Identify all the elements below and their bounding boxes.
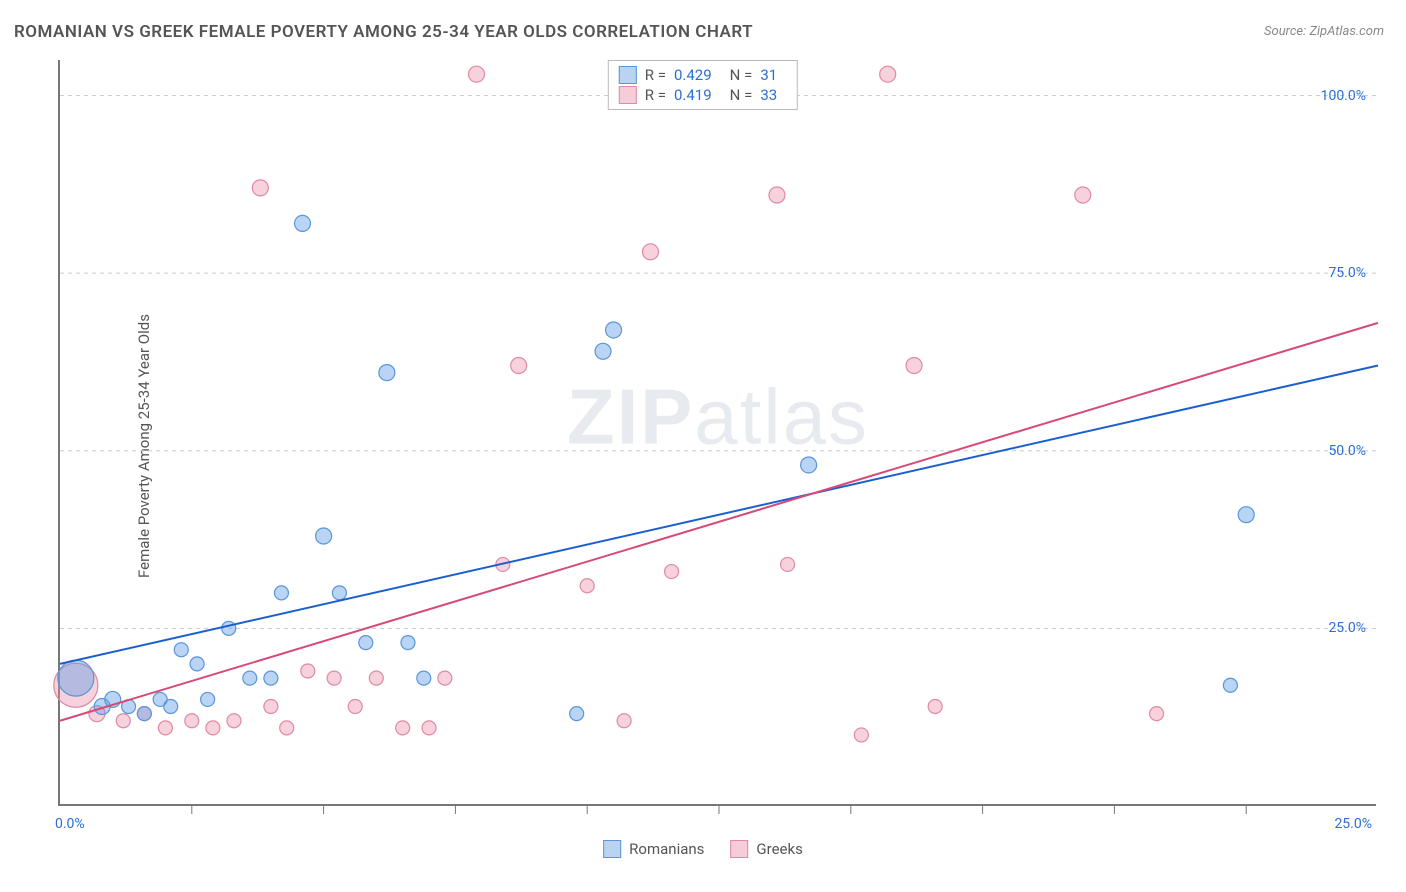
data-point	[332, 586, 346, 600]
data-point	[595, 343, 611, 359]
r-label: R =	[645, 86, 666, 104]
data-point	[781, 557, 795, 571]
plot-area: ZIPatlas	[58, 60, 1376, 806]
data-point	[116, 714, 130, 728]
data-point	[928, 700, 942, 714]
data-point	[769, 187, 785, 203]
r-label: R =	[645, 66, 666, 84]
r-value-romanians: 0.429	[674, 66, 712, 84]
n-label: N =	[730, 86, 753, 104]
data-point	[801, 457, 817, 473]
data-point	[906, 358, 922, 374]
data-point	[417, 671, 431, 685]
source-attribution: Source: ZipAtlas.com	[1264, 24, 1384, 39]
data-point	[511, 358, 527, 374]
data-point	[301, 664, 315, 678]
data-point	[854, 728, 868, 742]
data-point	[422, 721, 436, 735]
y-tick-label: 75.0%	[1328, 265, 1366, 281]
y-tick-label: 100.0%	[1321, 88, 1366, 104]
data-point	[137, 707, 151, 721]
data-point	[174, 643, 188, 657]
data-point	[280, 721, 294, 735]
data-point	[1223, 678, 1237, 692]
data-point	[252, 180, 268, 196]
source-label: Source:	[1264, 24, 1306, 39]
data-point	[1150, 707, 1164, 721]
data-point	[158, 721, 172, 735]
n-value-greeks: 33	[760, 86, 777, 104]
data-point	[274, 586, 288, 600]
data-point	[295, 215, 311, 231]
data-point	[401, 636, 415, 650]
data-point	[164, 700, 178, 714]
r-value-greeks: 0.419	[674, 86, 712, 104]
bottom-legend: Romanians Greeks	[603, 840, 803, 858]
data-point	[222, 621, 236, 635]
swatch-romanians	[619, 66, 637, 84]
data-point	[617, 714, 631, 728]
legend-item-greeks: Greeks	[730, 840, 802, 858]
data-point	[379, 365, 395, 381]
data-point	[1238, 507, 1254, 523]
data-point	[396, 721, 410, 735]
data-point	[438, 671, 452, 685]
data-point	[580, 579, 594, 593]
data-point	[642, 244, 658, 260]
chart-title: ROMANIAN VS GREEK FEMALE POVERTY AMONG 2…	[14, 22, 753, 42]
stats-row-greeks: R = 0.419 N = 33	[619, 85, 787, 105]
data-point	[880, 66, 896, 82]
swatch-greeks-icon	[730, 840, 748, 858]
x-tick-max: 25.0%	[1334, 816, 1372, 832]
data-point	[348, 700, 362, 714]
trendline	[60, 323, 1378, 721]
data-point	[264, 671, 278, 685]
y-tick-label: 25.0%	[1328, 620, 1366, 636]
data-point	[243, 671, 257, 685]
legend-label-greeks: Greeks	[756, 840, 802, 858]
data-point	[206, 721, 220, 735]
data-point	[185, 714, 199, 728]
legend-label-romanians: Romanians	[629, 840, 704, 858]
data-point	[327, 671, 341, 685]
data-point	[665, 565, 679, 579]
data-point	[369, 671, 383, 685]
swatch-romanians-icon	[603, 840, 621, 858]
data-point	[201, 692, 215, 706]
data-point	[316, 528, 332, 544]
data-point	[264, 700, 278, 714]
data-point	[1075, 187, 1091, 203]
data-point	[468, 66, 484, 82]
data-point	[58, 660, 94, 696]
source-value: ZipAtlas.com	[1309, 24, 1384, 39]
data-point	[570, 707, 584, 721]
data-point	[227, 714, 241, 728]
data-point	[606, 322, 622, 338]
y-tick-label: 50.0%	[1328, 443, 1366, 459]
data-point	[190, 657, 204, 671]
legend-item-romanians: Romanians	[603, 840, 704, 858]
trendline	[60, 366, 1378, 664]
x-tick-min: 0.0%	[55, 816, 85, 832]
n-label: N =	[730, 66, 753, 84]
data-point	[359, 636, 373, 650]
stats-box: R = 0.429 N = 31 R = 0.419 N = 33	[608, 60, 798, 110]
swatch-greeks	[619, 86, 637, 104]
stats-row-romanians: R = 0.429 N = 31	[619, 65, 787, 85]
n-value-romanians: 31	[760, 66, 777, 84]
chart-container: ROMANIAN VS GREEK FEMALE POVERTY AMONG 2…	[0, 0, 1406, 892]
plot-svg	[60, 60, 1376, 804]
